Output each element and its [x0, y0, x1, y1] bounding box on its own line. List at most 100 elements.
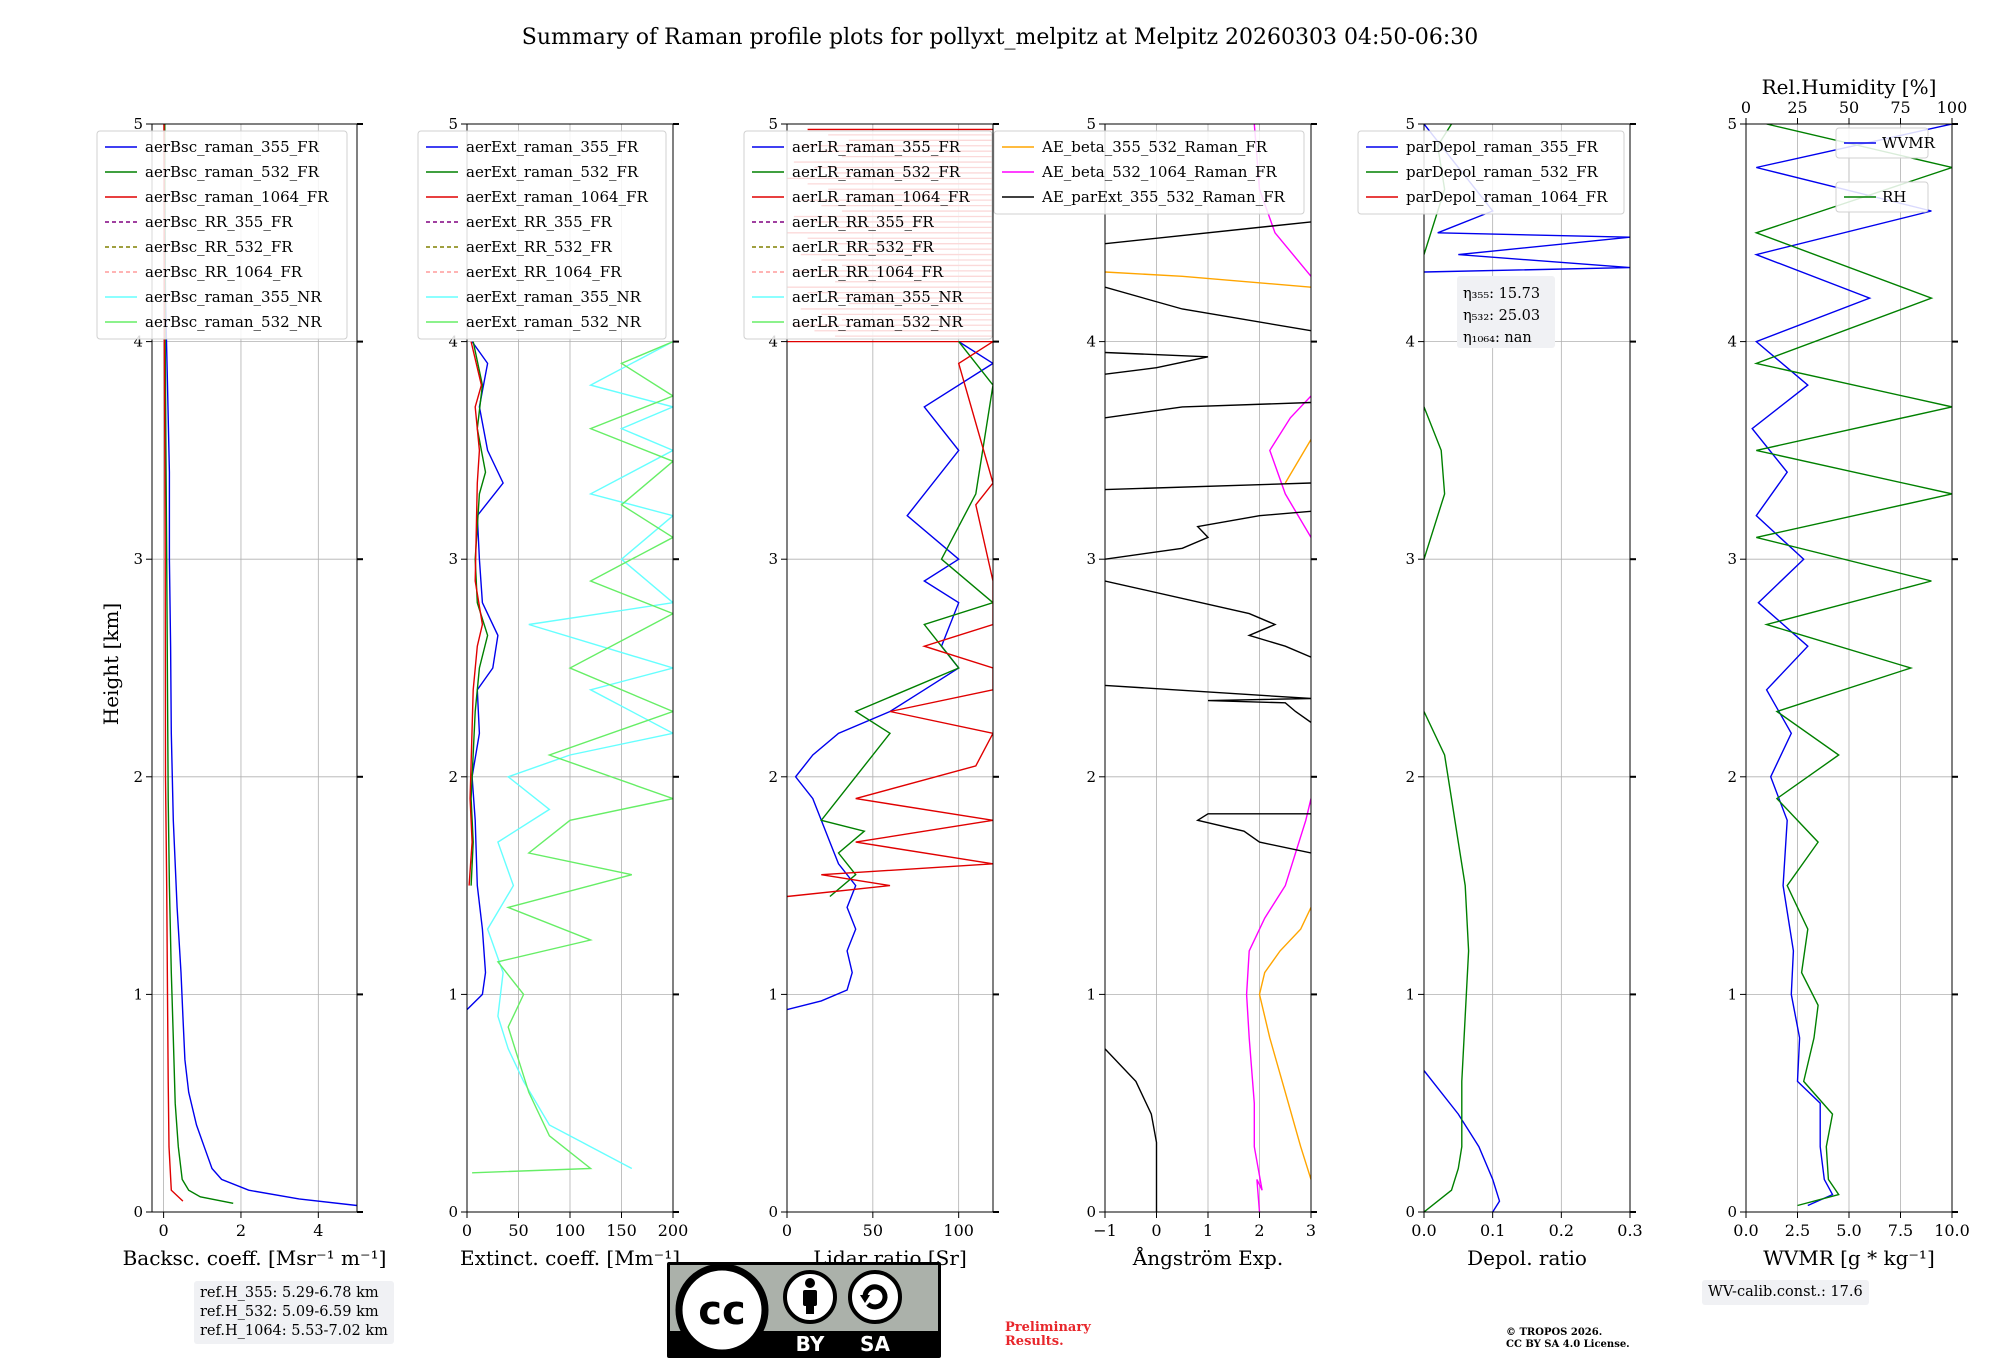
legend-entry: aerBsc_raman_355_FR	[145, 138, 320, 156]
x-tick-label: 5.0	[1836, 1221, 1861, 1240]
legend-entry: aerLR_RR_532_FR	[792, 238, 934, 256]
x-tick-label: 100	[555, 1221, 586, 1240]
plot-area-wv	[1751, 124, 1952, 1207]
legend-entry: aerLR_raman_355_FR	[792, 138, 961, 156]
legend-wv: WVMR RH	[1835, 127, 1936, 213]
y-tick-label: 4	[448, 333, 458, 351]
wv-calibration-box: WV-calib.const.: 17.6	[1702, 1280, 1869, 1305]
panel-bsc: 0 2 4 0 1 2 3 4 5 Backsc. coeff. [Msr⁻¹ m⁻¹] aerBs…	[96, 115, 386, 1270]
y-tick-label: 3	[768, 550, 778, 568]
series-AE_parExt_seg3	[1105, 684, 1311, 723]
ref-h-532: ref.H_532: 5.09-6.59 km	[200, 1304, 379, 1320]
legend-entry: aerLR_raman_1064_FR	[792, 188, 970, 206]
plot-area-ae	[1105, 124, 1311, 1212]
y-tick-label: 0	[133, 1203, 143, 1221]
legend-entry: AE_beta_355_532_Raman_FR	[1041, 138, 1268, 156]
y-tick-label: 3	[1727, 550, 1737, 568]
y-tick-label: 1	[1405, 985, 1415, 1003]
series-AE_beta_532_1064_upper	[1269, 395, 1311, 538]
legend-entry: parDepol_raman_1064_FR	[1406, 188, 1608, 206]
legend-entry: aerLR_RR_1064_FR	[792, 263, 944, 281]
legend-entry: aerBsc_raman_532_FR	[145, 163, 320, 181]
y-tick-label: 1	[768, 985, 778, 1003]
y-tick-label: 4	[1086, 333, 1096, 351]
legend-entry: aerBsc_raman_532_NR	[145, 313, 322, 331]
x-tick-label: 4	[313, 1221, 323, 1240]
legend-entry: aerBsc_raman_1064_FR	[145, 188, 329, 206]
series-parDepol_raman_355_FR	[1424, 1070, 1501, 1212]
series-aerExt_raman_532_NR	[472, 340, 673, 1174]
series-AE_parExt_seg2	[1195, 813, 1311, 854]
depol-info-line: η₁₀₆₄: nan	[1463, 330, 1532, 346]
panel-wv: 0.0 2.5 5.0 7.5 10.0 0 1 2 3 4 5 WVMR [g * kg⁻¹] 0 25…	[1727, 75, 1969, 1270]
y-tick-label: 0	[1727, 1203, 1737, 1221]
preliminary-line-2: Results.	[1005, 1334, 1064, 1349]
legend-entry: AE_parExt_355_532_Raman_FR	[1041, 188, 1286, 206]
share-alike-icon	[848, 1270, 902, 1324]
y-tick-label: 4	[1727, 333, 1737, 351]
legend-lr: aerLR_raman_355_FR aerLR_raman_532_FR aerL…	[743, 130, 993, 340]
legend-entry: aerExt_RR_1064_FR	[466, 263, 622, 281]
x-tick-label: 50	[508, 1221, 528, 1240]
legend-entry: aerExt_raman_355_FR	[466, 138, 639, 156]
y-tick-label: 2	[1405, 768, 1415, 786]
x-tick-label: 100	[943, 1221, 974, 1240]
series-AE_beta_355_532_mid	[1284, 439, 1311, 484]
y-tick-label: 4	[133, 333, 143, 351]
y-tick-label: 5	[1086, 115, 1096, 133]
y-tick-label: 2	[768, 768, 778, 786]
y-tick-label: 5	[768, 115, 778, 133]
x-tick-label: 2.5	[1785, 1221, 1810, 1240]
legend-box	[417, 130, 667, 340]
series-aerExt_raman_355_FR	[467, 341, 504, 1011]
y-tick-label: 1	[1086, 985, 1096, 1003]
legend-entry: aerBsc_RR_1064_FR	[145, 263, 303, 281]
y-tick-label: 5	[1405, 115, 1415, 133]
x-tick-label: 0.3	[1617, 1221, 1642, 1240]
legend-box	[1835, 127, 1929, 159]
axes-frame	[151, 123, 358, 1213]
y-tick-label: 5	[1727, 115, 1737, 133]
panel-depol: 0.0 0.1 0.2 0.3 0 1 2 3 4 5 Depol. ratio parDepol_r…	[1357, 115, 1643, 1270]
legend-entry: aerBsc_raman_355_NR	[145, 288, 322, 306]
legend-box	[743, 130, 993, 340]
y-tick-label: 0	[448, 1203, 458, 1221]
preliminary-results-note: Preliminary Results.	[1005, 1321, 1091, 1349]
axes-frame	[1423, 123, 1631, 1213]
series-AE_parExt_seg7	[1105, 401, 1311, 419]
legend-bsc: aerBsc_raman_355_FR aerBsc_raman_532_FRae…	[96, 130, 348, 340]
y-tick-label: 4	[768, 333, 778, 351]
legend-entry: AE_beta_532_1064_Raman_FR	[1041, 163, 1277, 181]
y-tick-label: 0	[1086, 1203, 1096, 1221]
y-tick-label: 5	[448, 115, 458, 133]
y-tick-label: 1	[133, 985, 143, 1003]
y-tick-label: 2	[1727, 768, 1737, 786]
y-tick-label: 3	[133, 550, 143, 568]
series-RH	[1753, 124, 1952, 1207]
x-tick-label: 0	[159, 1221, 169, 1240]
legend-entry: RH	[1882, 188, 1906, 206]
legend-entry: aerBsc_RR_355_FR	[145, 213, 293, 231]
panel-ext: 0 50 100 150 200 0 1 2 3 4 5 Extinct. coeff. [Mm⁻¹]…	[417, 115, 688, 1270]
series-AE_parExt_seg6	[1105, 482, 1311, 491]
y-axis-label: Height [km]	[99, 603, 123, 725]
top-x-tick-label: 75	[1890, 98, 1910, 117]
series-AE_beta_355_532_Raman_FR	[1258, 907, 1311, 1180]
series-AE_parExt_seg10	[1105, 221, 1311, 245]
legend-entry: aerExt_RR_532_FR	[466, 238, 613, 256]
series-aerExt_raman_1064_FR	[468, 341, 484, 886]
x-tick-label: 0.1	[1480, 1221, 1505, 1240]
x-tick-label: 3	[1306, 1221, 1316, 1240]
y-tick-label: 1	[448, 985, 458, 1003]
legend-box	[1835, 181, 1929, 213]
series-AE_parExt_355_532_Raman_FR	[1105, 1048, 1158, 1212]
y-tick-label: 2	[448, 768, 458, 786]
top-x-tick-label: 100	[1937, 98, 1968, 117]
series-aerLR_raman_355_FR	[787, 341, 993, 1011]
sa-label: SA	[860, 1332, 890, 1356]
legend-entry: parDepol_raman_355_FR	[1406, 138, 1599, 156]
by-label: BY	[796, 1332, 825, 1356]
axes-frame	[786, 123, 994, 1213]
